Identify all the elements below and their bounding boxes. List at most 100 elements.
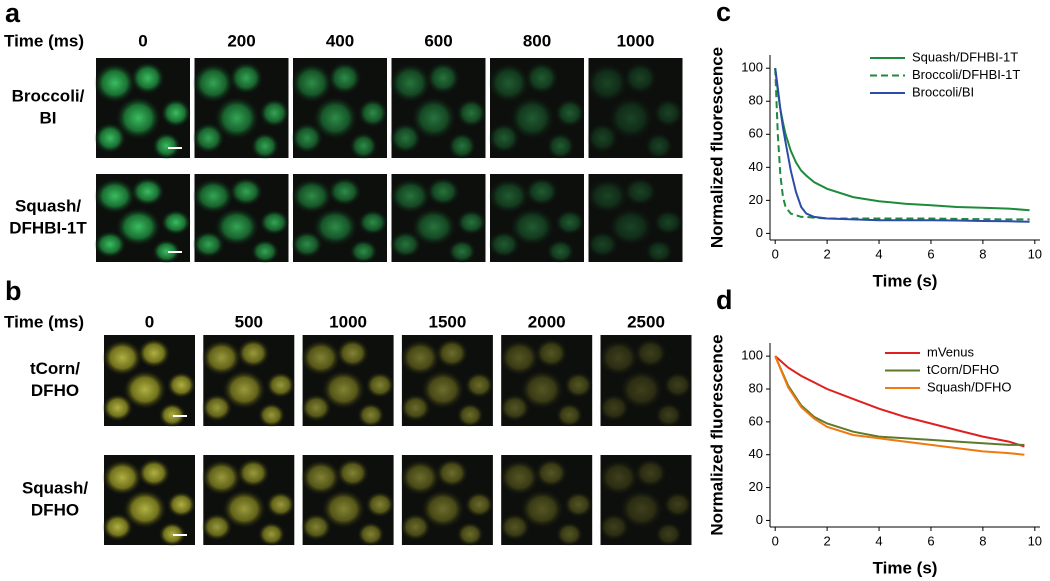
legend-label: tCorn/DFHO: [927, 362, 999, 377]
cell: [94, 178, 136, 214]
cell: [349, 132, 378, 160]
cell: [456, 402, 484, 428]
time-label: 1000: [617, 31, 655, 50]
micrograph: [598, 335, 693, 428]
cell: [123, 369, 167, 410]
cell: [488, 63, 530, 103]
cell: [389, 230, 422, 258]
row-label: tCorn/: [30, 359, 80, 378]
micrograph: [94, 58, 191, 160]
cell: [201, 339, 242, 376]
cell: [456, 522, 484, 547]
y-tick-label: 100: [741, 348, 763, 363]
x-tick-label: 4: [875, 533, 882, 548]
cell: [327, 61, 362, 95]
cell: [321, 489, 366, 529]
cell: [598, 459, 639, 496]
cell: [300, 513, 332, 541]
cell: [663, 371, 693, 399]
time-axis-label: Time (ms): [4, 31, 84, 50]
y-tick-label: 0: [756, 225, 763, 240]
cell: [644, 132, 674, 160]
cell: [411, 96, 457, 140]
cell: [312, 96, 358, 140]
time-label: 500: [235, 312, 263, 331]
legend-label: Squash/DFHO: [927, 379, 1012, 394]
cell: [259, 209, 290, 236]
panel-label: d: [716, 285, 733, 315]
cell: [222, 489, 267, 529]
cell: [389, 122, 422, 154]
cell: [365, 491, 395, 518]
series-line: [774, 68, 1030, 223]
cell: [327, 177, 362, 206]
cell: [509, 207, 555, 246]
row-label: Squash/: [15, 196, 81, 215]
time-label: 2500: [627, 312, 665, 331]
cell: [130, 177, 165, 206]
cell: [102, 393, 134, 422]
cell: [619, 369, 664, 410]
cell: [94, 122, 127, 154]
row-label: DFHO: [31, 381, 79, 400]
x-tick-label: 4: [875, 246, 882, 261]
micrograph: [400, 455, 494, 547]
cell: [291, 63, 333, 103]
time-label: 0: [138, 31, 147, 50]
cell: [291, 122, 324, 154]
micrograph: [389, 174, 487, 264]
cell: [447, 132, 477, 160]
cell: [411, 207, 457, 246]
cell: [598, 393, 630, 422]
cell: [357, 98, 388, 128]
cell: [389, 178, 431, 214]
x-axis-title: Time (s): [873, 271, 938, 290]
cell: [655, 522, 683, 547]
cell: [634, 338, 667, 368]
cell: [426, 177, 461, 206]
cell: [201, 459, 242, 496]
cell: [499, 459, 540, 496]
micrograph: [201, 335, 296, 428]
cell: [447, 239, 477, 264]
x-tick-label: 0: [772, 246, 779, 261]
cell: [137, 458, 171, 488]
cell: [623, 177, 658, 206]
row-label: Squash/: [22, 478, 88, 497]
row-label: DFHO: [31, 500, 79, 519]
cell: [201, 513, 233, 541]
micrograph: [192, 58, 290, 160]
cell: [435, 458, 469, 488]
y-axis-title: Normalized fluorescence: [707, 47, 726, 248]
cell: [400, 513, 432, 541]
micrograph: [586, 174, 684, 264]
cell: [137, 338, 171, 368]
cell: [192, 178, 234, 214]
cell: [524, 177, 559, 206]
time-label: 800: [523, 31, 551, 50]
cell: [598, 339, 639, 376]
cell: [520, 369, 564, 410]
cell: [608, 96, 654, 140]
micrograph: [291, 58, 388, 160]
micrograph: [201, 455, 296, 547]
time-label: 400: [326, 31, 354, 50]
cell: [623, 61, 658, 95]
micrograph: [499, 335, 594, 428]
y-tick-label: 0: [756, 512, 763, 527]
series-line: [774, 68, 1030, 221]
cell: [291, 178, 333, 214]
row-label: Broccoli/: [12, 86, 85, 105]
y-tick-label: 80: [749, 380, 763, 395]
micrograph: [102, 335, 196, 428]
cell: [554, 98, 585, 128]
cell: [555, 522, 584, 547]
x-tick-label: 8: [979, 533, 986, 548]
cell: [102, 339, 143, 376]
cell: [336, 458, 370, 488]
cell: [653, 209, 684, 236]
cell: [158, 402, 186, 428]
cell: [421, 369, 465, 410]
cell: [357, 522, 385, 547]
micrograph: [389, 58, 487, 160]
